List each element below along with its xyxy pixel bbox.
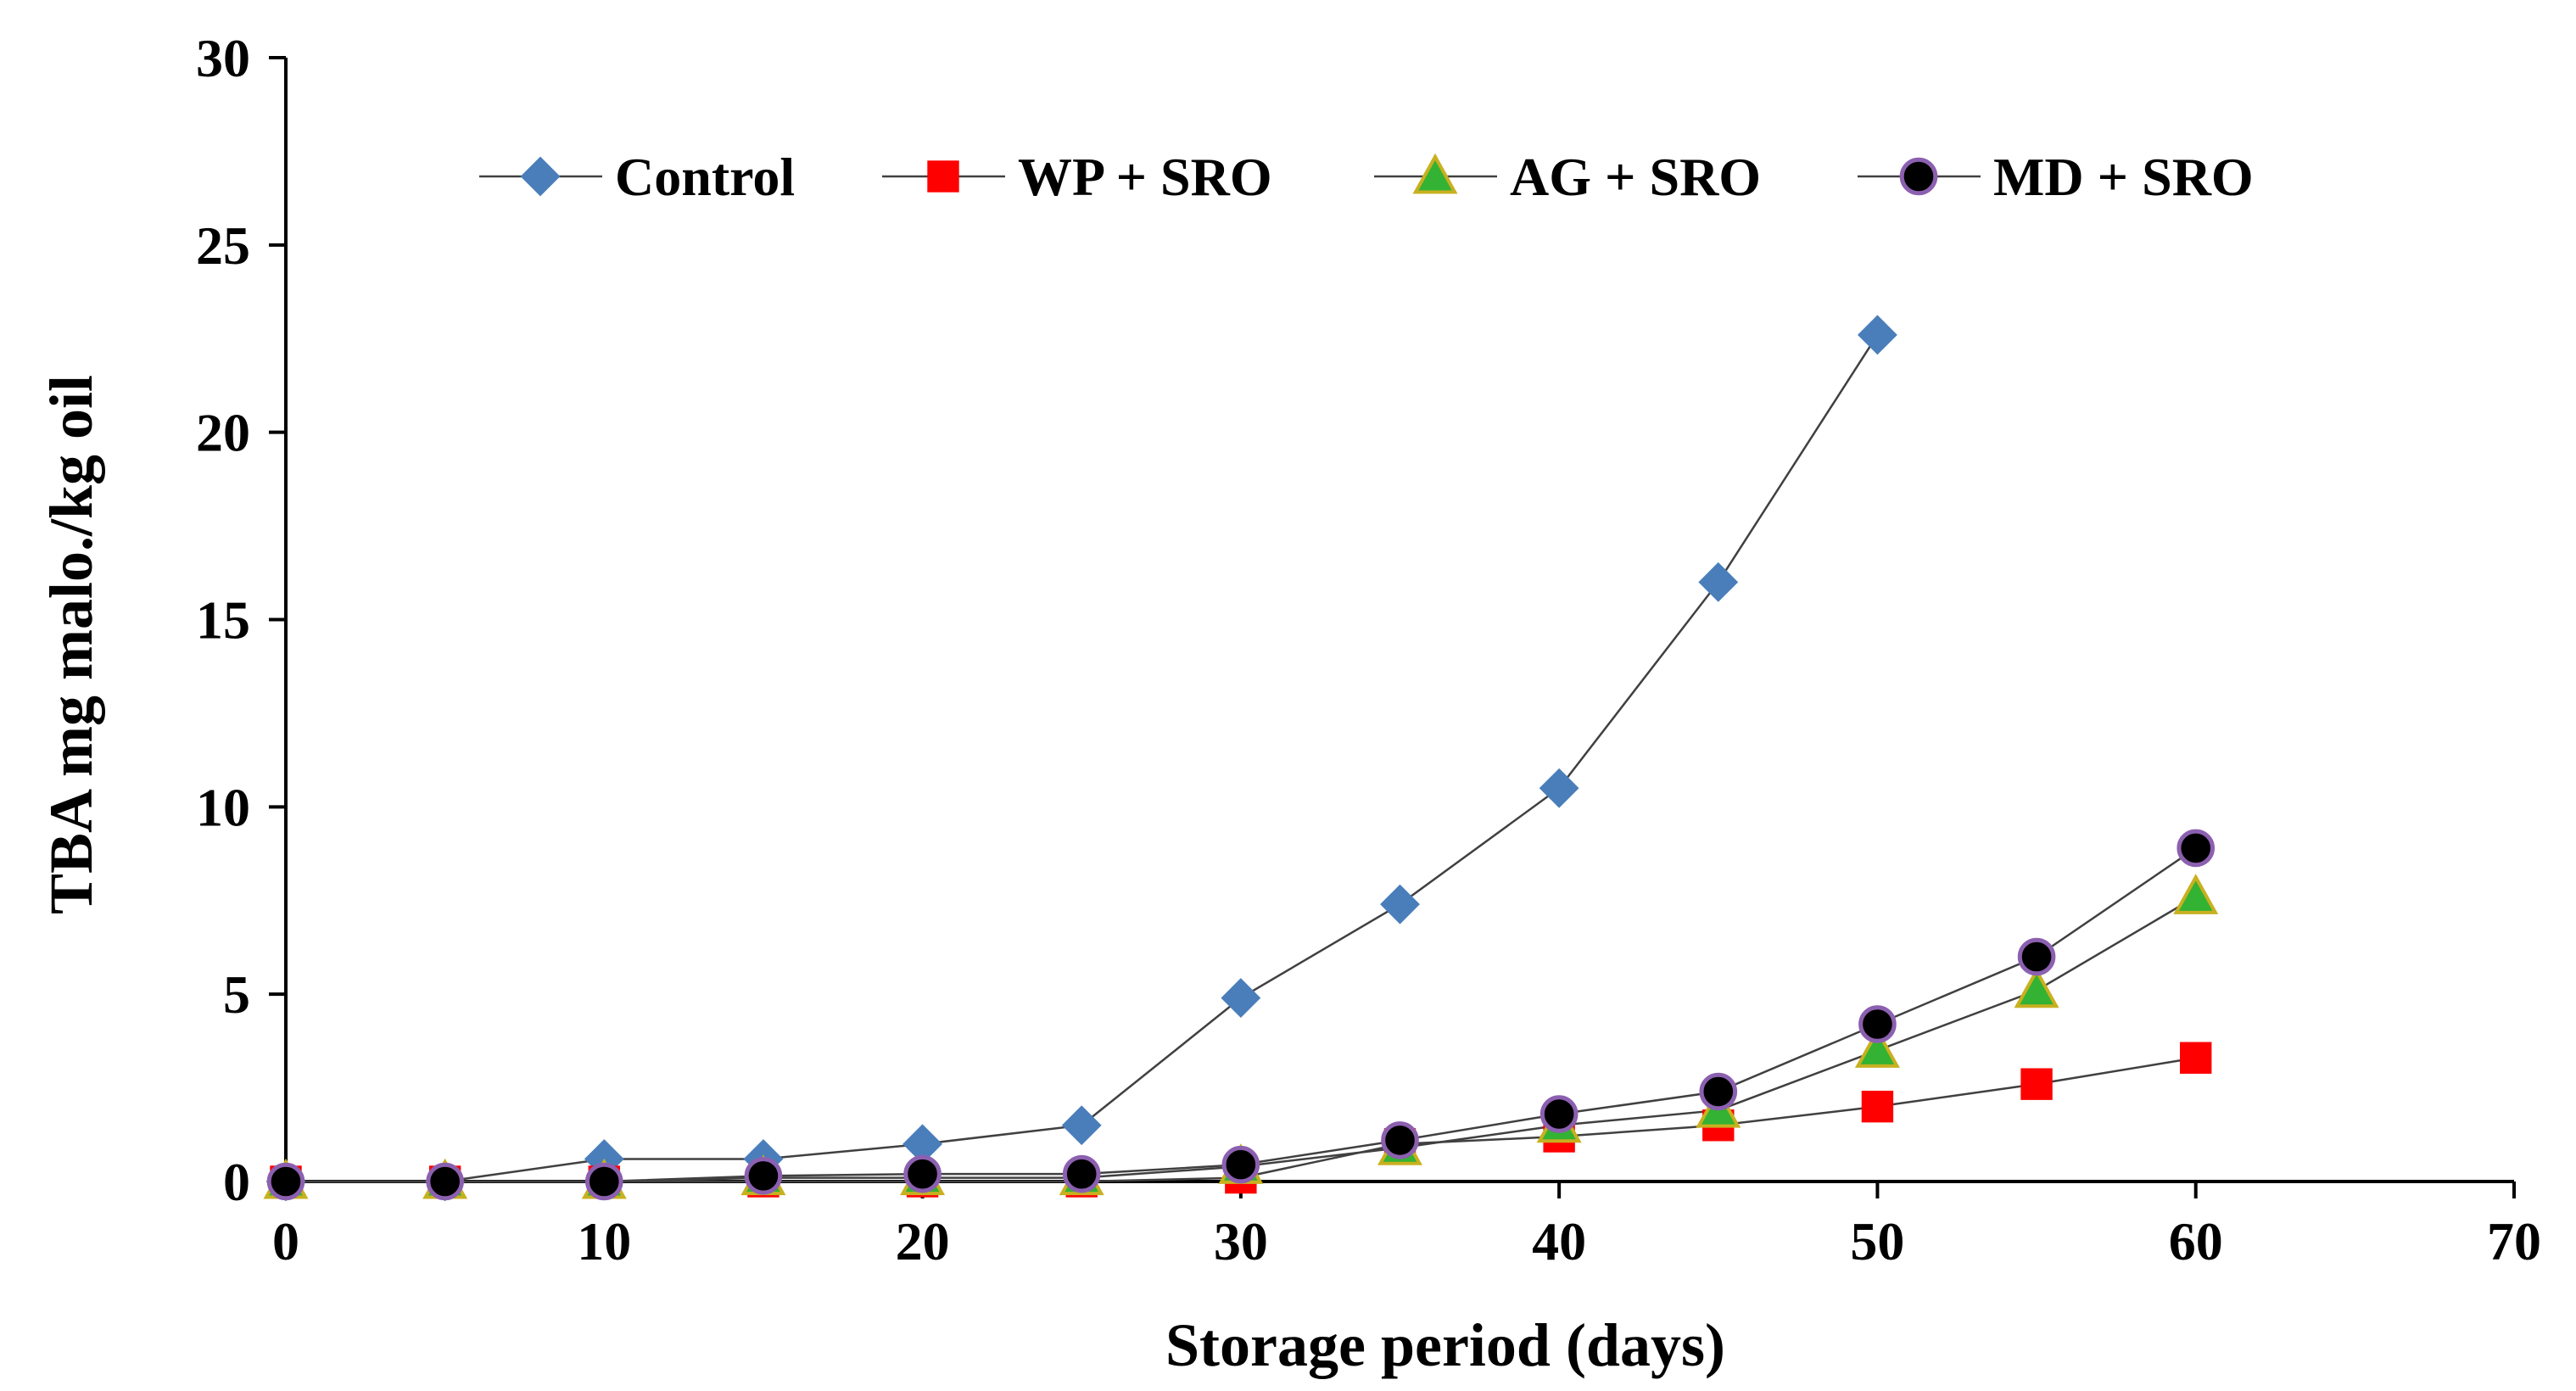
y-tick-label: 0	[223, 1152, 250, 1212]
x-tick-label: 20	[896, 1211, 950, 1271]
data-point-ag-sro	[2014, 967, 2059, 1008]
legend-marker-md-sro	[1899, 157, 1938, 196]
axes	[269, 56, 2516, 1198]
y-tick-label: 25	[196, 215, 250, 276]
legend-label-control: Control	[615, 147, 795, 207]
data-point-control	[1221, 978, 1261, 1018]
legend-label-ag-sro: AG + SRO	[1510, 147, 1761, 207]
y-tick-label: 10	[196, 777, 250, 837]
x-tick-label: 70	[2487, 1211, 2541, 1271]
data-point-control	[1698, 561, 1739, 602]
x-axis-title: Storage period (days)	[1165, 1311, 1725, 1379]
data-point-md-sro	[584, 1162, 623, 1201]
legend-marker-control	[520, 156, 561, 197]
x-tick-label: 60	[2169, 1211, 2223, 1271]
data-point-control	[1539, 768, 1579, 808]
x-tick-label: 40	[1532, 1211, 1586, 1271]
y-tick-label: 20	[196, 403, 250, 463]
data-point-md-sro	[1699, 1072, 1738, 1111]
legend-label-wp-sro: WP + SRO	[1018, 147, 1272, 207]
data-point-ag-sro	[1854, 1027, 1900, 1068]
data-point-control	[1380, 884, 1420, 925]
data-point-control	[1858, 315, 1897, 355]
data-point-md-sro	[744, 1157, 783, 1195]
series-lines	[286, 334, 2197, 1183]
data-point-ag-sro	[2173, 874, 2219, 914]
data-point-wp-sro	[1861, 1090, 1894, 1123]
tick-labels: 0 5 10 15 20 25 30 0 10 20 30 40 50 60 70	[196, 28, 2541, 1271]
legend-marker-wp-sro	[927, 160, 959, 193]
legend: Control WP + SRO AG + SRO MD + SRO	[479, 147, 2254, 207]
data-point-wp-sro	[2020, 1068, 2053, 1100]
y-tick-label: 15	[196, 590, 250, 651]
legend-label-md-sro: MD + SRO	[1993, 147, 2254, 207]
y-tick-label: 5	[223, 964, 250, 1025]
x-tick-label: 10	[577, 1211, 631, 1271]
x-tick-label: 50	[1850, 1211, 1904, 1271]
data-point-wp-sro	[2180, 1042, 2212, 1074]
series-line-control	[286, 334, 1879, 1183]
y-axis-title: TBA mg malo./kg oil	[37, 375, 105, 914]
data-point-control	[1061, 1105, 1102, 1146]
data-point-md-sro	[903, 1154, 942, 1193]
data-point-md-sro	[1858, 1005, 1897, 1043]
data-point-md-sro	[1221, 1145, 1260, 1184]
x-tick-label: 0	[272, 1211, 299, 1271]
data-point-md-sro	[266, 1162, 305, 1201]
data-point-md-sro	[426, 1162, 464, 1201]
data-point-md-sro	[1381, 1121, 1419, 1159]
y-tick-label: 30	[196, 28, 250, 88]
data-point-md-sro	[1539, 1095, 1579, 1133]
series-markers	[263, 315, 2219, 1202]
data-point-md-sro	[1062, 1154, 1101, 1193]
legend-marker-ag-sro	[1412, 153, 1458, 194]
data-point-md-sro	[2176, 829, 2216, 868]
series-line-ag-sro	[286, 896, 2197, 1183]
x-tick-label: 30	[1214, 1211, 1268, 1271]
data-point-md-sro	[2017, 937, 2056, 976]
